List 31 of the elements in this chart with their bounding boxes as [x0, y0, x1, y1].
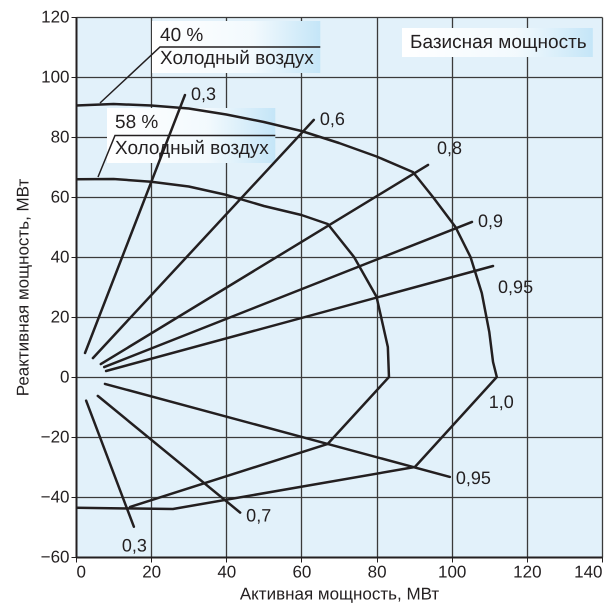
y-tick-label: −20 — [40, 428, 70, 446]
y-tick-label: 100 — [41, 68, 70, 86]
annotation: 0,6 — [320, 108, 345, 129]
x-tick-label: 100 — [438, 562, 466, 582]
annotation: 58 % — [115, 112, 158, 133]
annotation: 0,9 — [478, 210, 504, 231]
x-tick-label: 120 — [513, 562, 542, 582]
annotation: Холодный воздух — [160, 48, 314, 69]
x-tick-label: 40 — [217, 562, 236, 582]
y-tick-label: 0 — [60, 368, 70, 386]
y-tick-label: −60 — [40, 548, 70, 566]
y-axis-title: Реактивная мощность, МВт — [14, 178, 33, 396]
x-tick-label: 20 — [142, 562, 162, 582]
y-tick-label: 40 — [50, 248, 70, 266]
annotation: 0,95 — [456, 468, 491, 488]
x-axis-title: Активная мощность, МВт — [240, 584, 440, 604]
annotation: 1,0 — [488, 392, 514, 412]
y-tick-label: 120 — [41, 8, 70, 26]
x-tick-label: 0 — [76, 562, 86, 582]
x-tick-label: 140 — [574, 562, 602, 582]
y-tick-label: 60 — [50, 188, 70, 206]
x-tick-label: 60 — [292, 562, 312, 582]
annotation: 0,3 — [122, 536, 147, 556]
y-tick-label: −40 — [40, 488, 70, 506]
annotation: Базисная мощность — [410, 32, 587, 53]
annotation: 40 % — [160, 25, 204, 46]
annotation: 0,7 — [246, 506, 272, 526]
y-tick-label: 80 — [50, 128, 70, 146]
y-tick-label: 20 — [50, 308, 70, 326]
annotation: 0,3 — [190, 84, 216, 104]
x-tick-label: 80 — [368, 562, 387, 582]
